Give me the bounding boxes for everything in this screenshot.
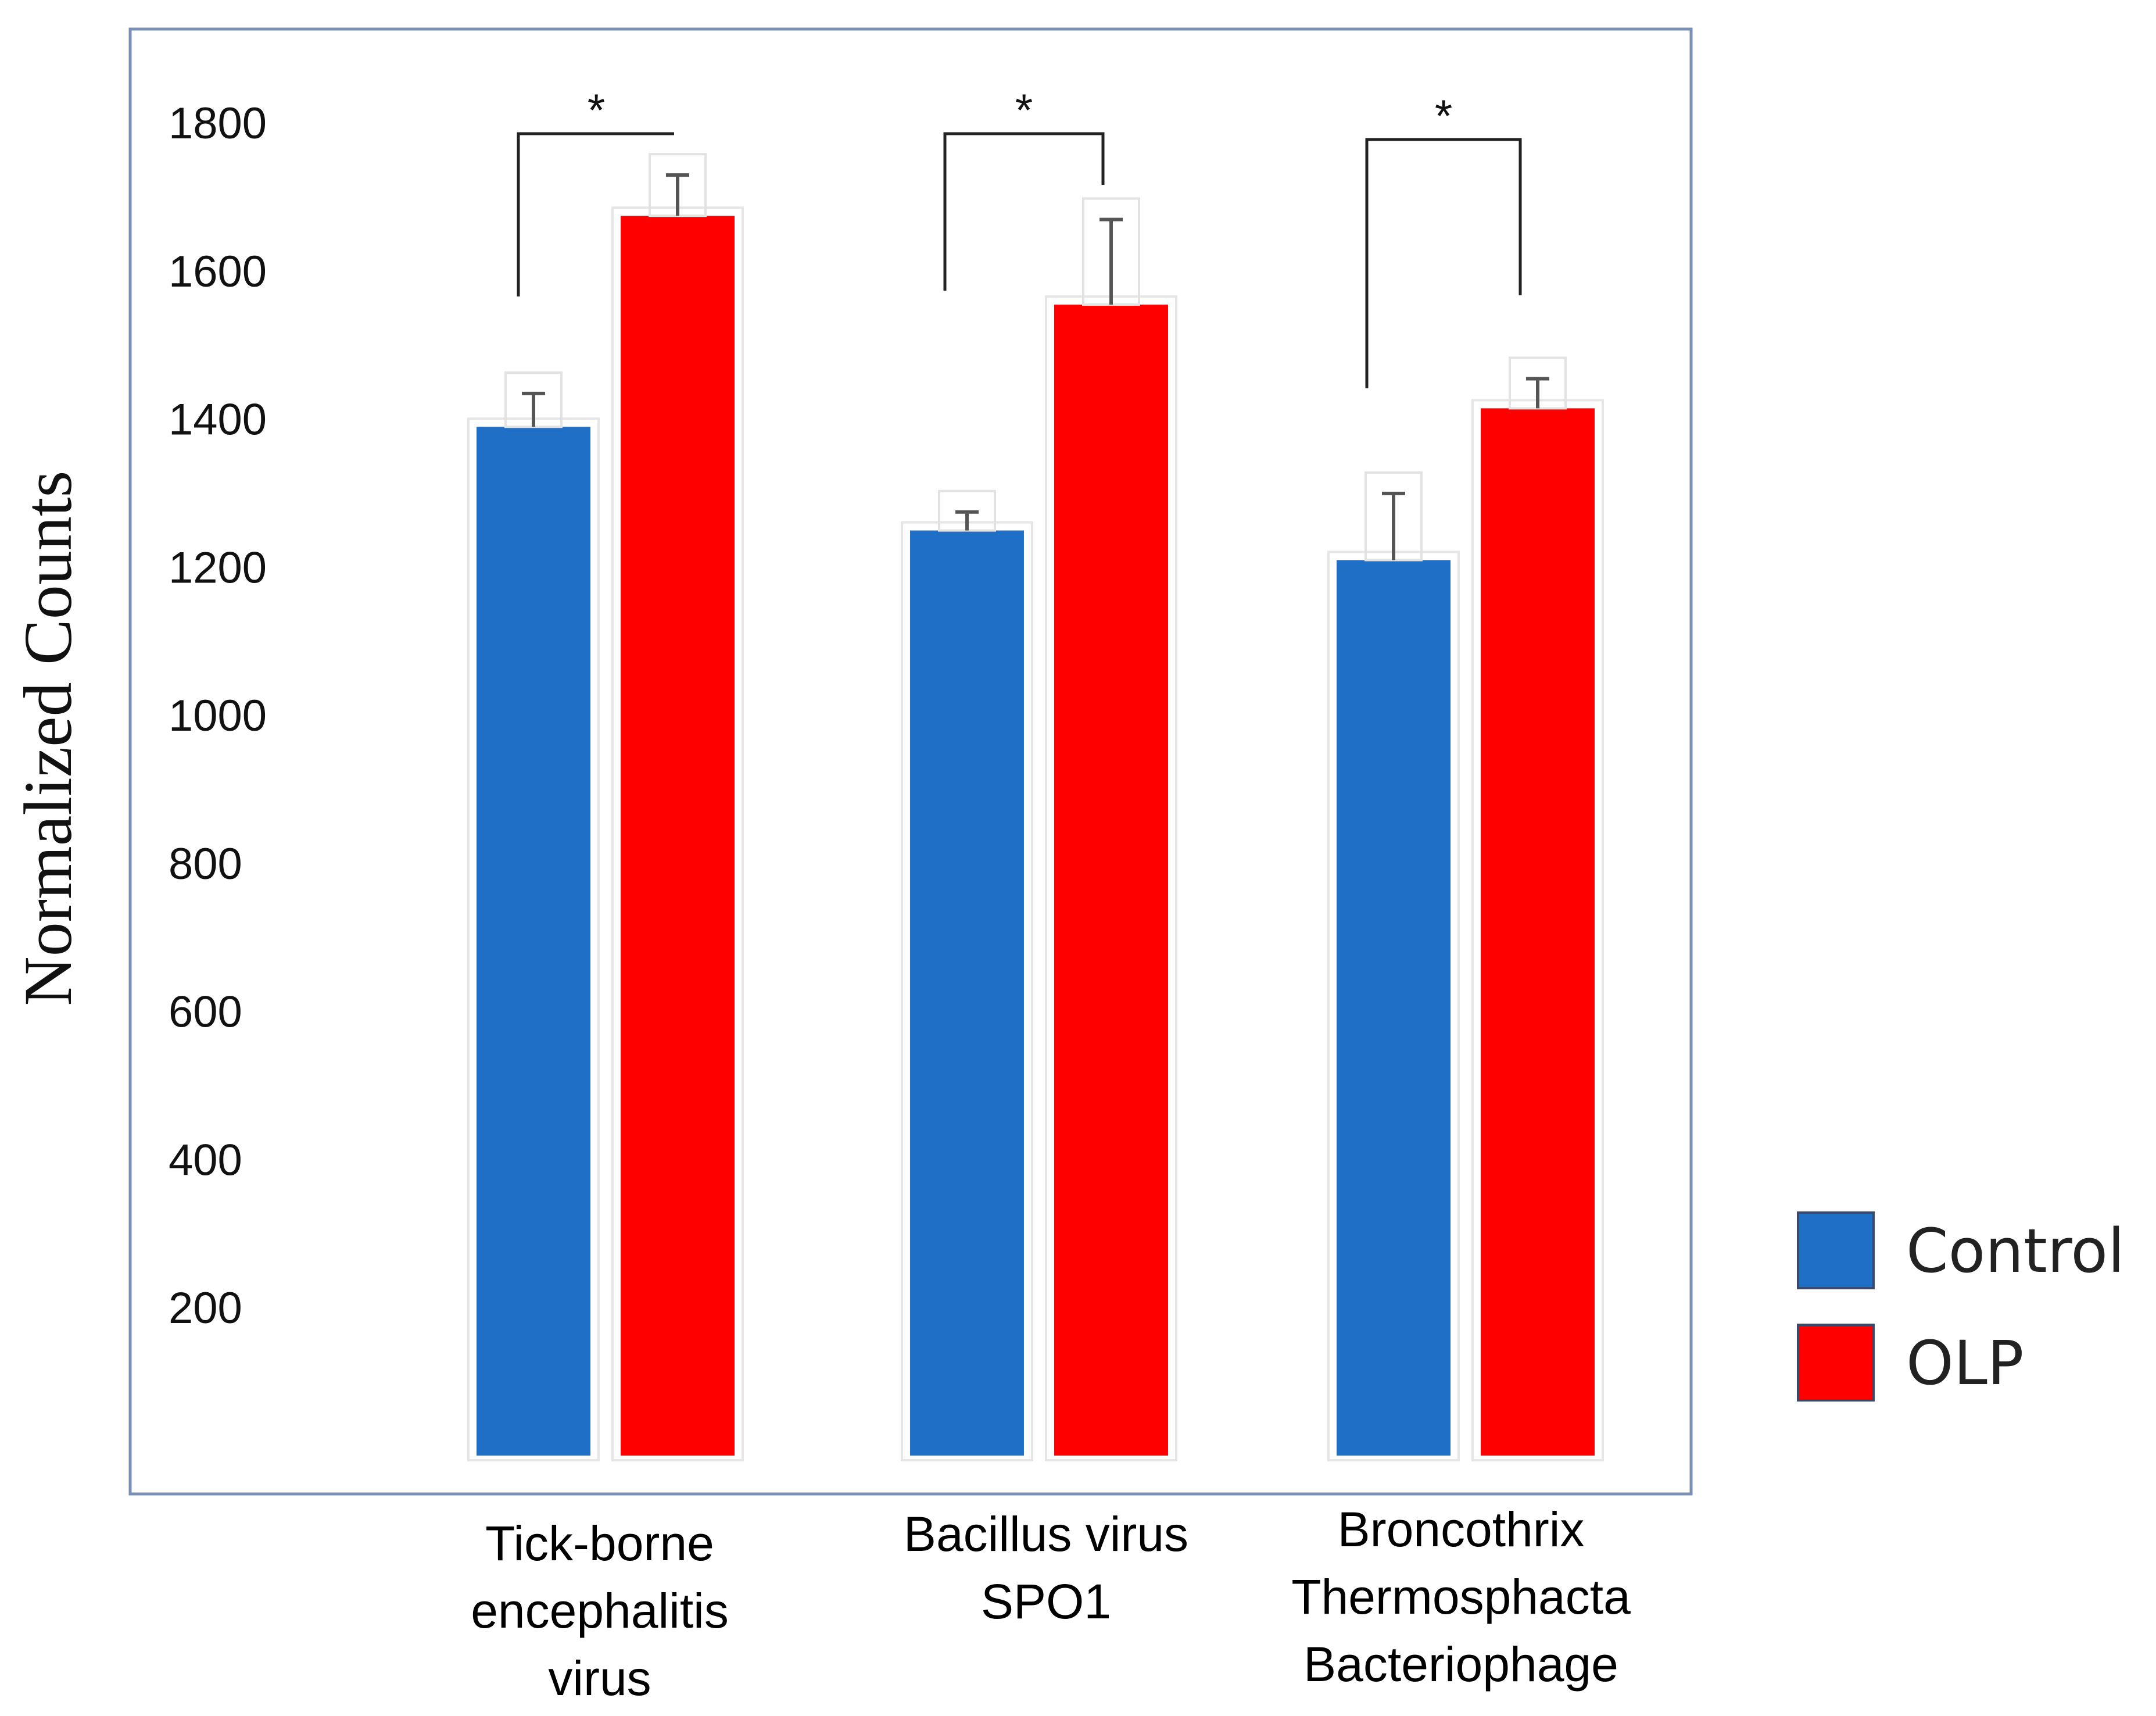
significance-bracket [943, 132, 1105, 291]
y-tick-label: 200 [169, 1284, 242, 1333]
y-tick-label: 1600 [169, 247, 267, 296]
legend-swatch-control [1797, 1211, 1875, 1289]
bar-olp [1481, 408, 1595, 1456]
legend-label-control: Control [1906, 1216, 2125, 1286]
category-label: Bacillus virus [904, 1507, 1188, 1561]
category-label: virus [548, 1651, 651, 1706]
significance-bracket [517, 132, 674, 296]
y-tick-label: 600 [169, 988, 242, 1037]
y-axis-ticks: 200 400 600 800 1000 1200 1400 1600 1800 [169, 99, 267, 1333]
y-tick-label: 1000 [169, 691, 267, 741]
y-tick-label: 800 [169, 839, 242, 889]
y-tick-label: 400 [169, 1135, 242, 1185]
y-axis-label: Normalized Counts [10, 471, 86, 1006]
y-tick-label: 1200 [169, 543, 267, 592]
category-label: Broncothrix [1338, 1502, 1585, 1557]
bar-control [477, 427, 590, 1456]
significance-star: * [1435, 90, 1452, 141]
significance-bracket [1365, 138, 1522, 388]
significance-brackets: * * * [517, 84, 1522, 388]
y-tick-label: 1400 [169, 395, 267, 445]
category-label: encephalitis [471, 1583, 729, 1638]
bar-control [1337, 560, 1451, 1456]
legend-swatch-olp [1797, 1324, 1875, 1402]
bar-olp [621, 216, 735, 1456]
x-axis-labels: Tick-borne encephalitis virus Bacillus viru… [471, 1502, 1631, 1706]
significance-star: * [1015, 84, 1033, 135]
bar-olp [1054, 305, 1168, 1456]
significance-star: * [588, 84, 605, 135]
category-label: Bacteriophage [1303, 1637, 1618, 1692]
category-label: Thermosphacta [1291, 1570, 1631, 1624]
bar-control [910, 530, 1024, 1456]
legend-label-olp: OLP [1906, 1328, 2024, 1399]
category-label: Tick-borne [485, 1516, 714, 1571]
error-bars [504, 153, 1567, 562]
legend: Control OLP [1797, 1211, 2125, 1402]
bars [467, 206, 1604, 1462]
y-tick-label: 1800 [169, 99, 267, 148]
category-label: SPO1 [981, 1574, 1111, 1629]
